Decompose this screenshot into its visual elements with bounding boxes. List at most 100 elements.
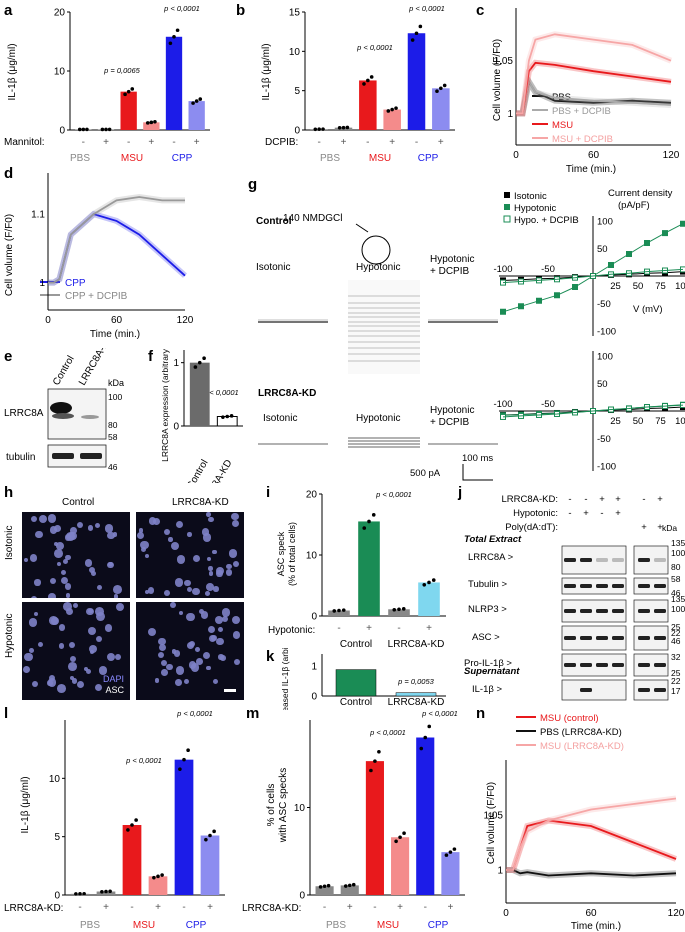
m-dot-5-1 bbox=[448, 850, 453, 854]
g-vlabel: V (mV) bbox=[633, 304, 663, 315]
g-ctrl-xtick-0: -100 bbox=[493, 264, 512, 275]
cell-nucleus bbox=[49, 526, 57, 534]
e-m80: 80 bbox=[108, 420, 118, 430]
n-ylabel: Cell volume (F/F0) bbox=[486, 782, 497, 864]
b-ylabel: IL-1β (μg/ml) bbox=[261, 43, 272, 100]
cell-nucleus bbox=[65, 608, 73, 616]
g-control: Control bbox=[256, 216, 292, 227]
c-xlabel: Time (min.) bbox=[566, 164, 616, 175]
j-box-a-2 bbox=[561, 599, 627, 623]
i-dot-3-0 bbox=[422, 582, 427, 587]
cell-nucleus bbox=[56, 541, 65, 550]
n-xtick-1: 60 bbox=[585, 908, 597, 919]
i-p: p < 0,0001 bbox=[375, 490, 412, 499]
cell-nucleus bbox=[24, 652, 34, 662]
micrograph-control-isotonic bbox=[22, 512, 130, 598]
cell-nucleus bbox=[60, 570, 66, 576]
cell-nucleus bbox=[97, 584, 103, 591]
g-kd-xtick-4: 75 bbox=[655, 416, 666, 427]
a-sign-3: + bbox=[148, 137, 154, 148]
g-legend-0: Isotonic bbox=[514, 191, 547, 202]
l-sign-2: - bbox=[130, 902, 133, 913]
a-pbs: PBS bbox=[70, 153, 90, 164]
cell-nucleus bbox=[87, 626, 96, 635]
panel-label-g: g bbox=[248, 176, 258, 193]
d-line-1 bbox=[48, 196, 185, 284]
m-sign-5: + bbox=[447, 902, 453, 913]
cell-nucleus bbox=[107, 531, 115, 539]
n-ytick-0: 1 bbox=[497, 866, 503, 877]
cell-nucleus bbox=[49, 578, 56, 585]
j-kd-1: - bbox=[584, 494, 587, 505]
cell-nucleus bbox=[65, 583, 72, 590]
l-sign-5: + bbox=[207, 902, 213, 913]
i-dot-2-0 bbox=[392, 607, 397, 612]
f-dot-1-1 bbox=[225, 414, 230, 419]
e-row1: LRRC8A bbox=[4, 408, 44, 419]
j-band-4-1 bbox=[580, 663, 592, 667]
cell-nucleus bbox=[206, 583, 215, 591]
cell-nucleus bbox=[231, 519, 239, 527]
b-bar-3 bbox=[383, 109, 401, 130]
a-dot-0-0 bbox=[77, 127, 82, 132]
j-head-0: LRRC8A-KD: bbox=[502, 494, 559, 505]
panel-label-k: k bbox=[266, 648, 275, 665]
cell-nucleus bbox=[96, 636, 103, 643]
l-bar-2 bbox=[122, 825, 142, 895]
a-dot-4-1 bbox=[172, 34, 176, 39]
c-legend-2: MSU bbox=[552, 120, 573, 131]
g-ctrl-ytick-1: -50 bbox=[597, 299, 611, 310]
i-ytick-label-1: 10 bbox=[306, 551, 318, 562]
m-dot-4-0 bbox=[419, 746, 424, 751]
d-xtick-0: 0 bbox=[45, 315, 51, 326]
b-dot-5-0 bbox=[435, 89, 439, 94]
j-total: Total Extract bbox=[464, 534, 522, 545]
cell-nucleus bbox=[72, 602, 79, 609]
l-p2: p < 0,0001 bbox=[176, 709, 213, 718]
k-ytick-label-1: 1 bbox=[311, 662, 317, 673]
chart-k-main: Released IL-1β (arbitrary unit) bbox=[280, 648, 290, 710]
b-ytick-label-3: 15 bbox=[289, 8, 301, 19]
g-kd-line-2 bbox=[502, 404, 684, 418]
cell-nucleus bbox=[201, 527, 210, 536]
a-dot-2-2 bbox=[130, 87, 135, 91]
j-marker-7: 25 bbox=[671, 622, 681, 632]
cell-nucleus bbox=[186, 612, 195, 622]
cell-nucleus bbox=[47, 514, 57, 523]
b-bar-2 bbox=[359, 80, 377, 130]
panel-label-c: c bbox=[476, 2, 485, 19]
c-legend-1: PBS + DCPIB bbox=[552, 106, 611, 117]
f-p: p < 0,0001 bbox=[202, 388, 239, 397]
cell-nucleus bbox=[71, 678, 78, 684]
c-xtick-0: 0 bbox=[513, 150, 519, 161]
i-sign-3: + bbox=[426, 623, 432, 634]
cell-nucleus bbox=[23, 665, 31, 673]
a-ytick-label-1: 10 bbox=[54, 67, 66, 78]
l-dot-2-0 bbox=[126, 828, 130, 832]
cell-nucleus bbox=[69, 526, 77, 534]
l-dot-4-0 bbox=[178, 767, 182, 771]
cell-nucleus bbox=[198, 608, 205, 614]
i-dot-3-1 bbox=[427, 580, 431, 585]
i-bar-0 bbox=[328, 610, 350, 616]
cell-nucleus bbox=[158, 637, 166, 645]
j-band-0-1 bbox=[580, 558, 592, 562]
b-dot-5-1 bbox=[439, 86, 443, 91]
cell-nucleus bbox=[76, 521, 84, 529]
cell-nucleus bbox=[174, 679, 182, 687]
l-ytick-label-2: 10 bbox=[49, 774, 61, 785]
n-ytick-1: 1.05 bbox=[484, 811, 504, 822]
j-marker-2: 80 bbox=[671, 562, 681, 572]
a-dot-4-2 bbox=[175, 28, 180, 33]
c-xtick-2: 120 bbox=[663, 150, 680, 161]
a-bar-4 bbox=[165, 36, 183, 130]
m-cpp: CPP bbox=[428, 920, 449, 931]
b-dot-3-2 bbox=[394, 106, 398, 110]
c-ytick-1: 1.05 bbox=[494, 56, 514, 67]
b-dot-2-1 bbox=[366, 78, 370, 83]
i-bar-1 bbox=[358, 521, 380, 616]
j-band-2-4 bbox=[638, 609, 650, 613]
cell-nucleus bbox=[147, 587, 155, 594]
l-cpp: CPP bbox=[186, 920, 207, 931]
d-xtick-2: 120 bbox=[177, 315, 194, 326]
